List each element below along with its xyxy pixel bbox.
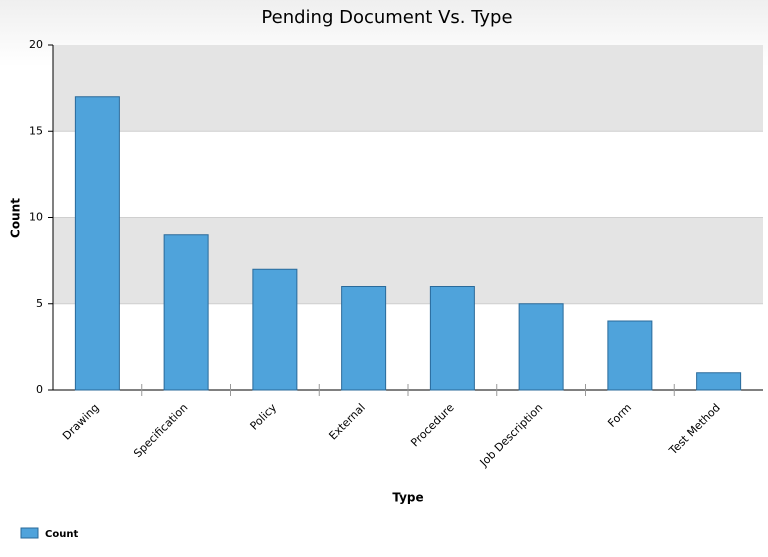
bar — [341, 286, 387, 391]
bar — [74, 96, 120, 391]
y-tick-label: 10 — [29, 211, 43, 224]
y-tick-label: 15 — [29, 124, 43, 137]
bar — [607, 320, 653, 391]
bar — [518, 303, 564, 391]
y-tick-label: 20 — [29, 38, 43, 51]
y-tick-label: 0 — [36, 383, 43, 396]
bar — [696, 372, 742, 391]
grid-band — [53, 303, 763, 390]
y-tick-label: 5 — [36, 297, 43, 310]
grid-band — [53, 131, 763, 218]
legend-label: Count — [45, 529, 78, 540]
legend-swatch — [20, 527, 39, 539]
bar — [252, 268, 298, 391]
chart-title: Pending Document Vs. Type — [261, 7, 512, 28]
grid-band — [53, 217, 763, 304]
bar — [163, 234, 209, 391]
bar — [429, 286, 475, 391]
y-axis-label: Count — [9, 198, 23, 238]
x-axis-label: Type — [392, 491, 423, 505]
grid-band — [53, 45, 763, 132]
